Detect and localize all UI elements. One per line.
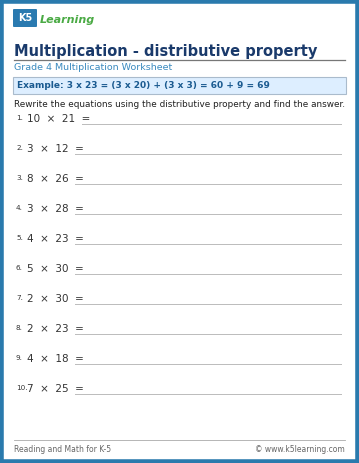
Text: 9.: 9. bbox=[16, 355, 23, 361]
Text: Reading and Math for K-5: Reading and Math for K-5 bbox=[14, 445, 111, 454]
Text: © www.k5learning.com: © www.k5learning.com bbox=[255, 445, 345, 454]
Text: Example: 3 x 23 = (3 x 20) + (3 x 3) = 60 + 9 = 69: Example: 3 x 23 = (3 x 20) + (3 x 3) = 6… bbox=[17, 81, 270, 90]
Text: 6.: 6. bbox=[16, 265, 23, 271]
Text: 3  ×  28  =: 3 × 28 = bbox=[27, 204, 84, 214]
Text: 4  ×  23  =: 4 × 23 = bbox=[27, 234, 84, 244]
Text: 10.: 10. bbox=[16, 385, 28, 391]
Text: 3  ×  12  =: 3 × 12 = bbox=[27, 144, 84, 154]
Text: 7.: 7. bbox=[16, 295, 23, 301]
Text: 7  ×  25  =: 7 × 25 = bbox=[27, 384, 84, 394]
FancyBboxPatch shape bbox=[13, 77, 346, 94]
Text: Multiplication - distributive property: Multiplication - distributive property bbox=[14, 44, 317, 59]
Text: K5: K5 bbox=[18, 13, 32, 23]
Text: 2  ×  23  =: 2 × 23 = bbox=[27, 324, 84, 334]
Text: 5.: 5. bbox=[16, 235, 23, 241]
Text: 2  ×  30  =: 2 × 30 = bbox=[27, 294, 84, 304]
Text: 8.: 8. bbox=[16, 325, 23, 331]
Text: Grade 4 Multiplication Worksheet: Grade 4 Multiplication Worksheet bbox=[14, 63, 172, 72]
Text: 2.: 2. bbox=[16, 145, 23, 151]
Text: 4  ×  18  =: 4 × 18 = bbox=[27, 354, 84, 364]
Text: 4.: 4. bbox=[16, 205, 23, 211]
Text: 5  ×  30  =: 5 × 30 = bbox=[27, 264, 84, 274]
Text: Learning: Learning bbox=[40, 15, 95, 25]
Text: 3.: 3. bbox=[16, 175, 23, 181]
Text: 8  ×  26  =: 8 × 26 = bbox=[27, 174, 84, 184]
FancyBboxPatch shape bbox=[13, 9, 37, 27]
Text: 10  ×  21  =: 10 × 21 = bbox=[27, 114, 90, 124]
Text: 1.: 1. bbox=[16, 115, 23, 121]
Text: Rewrite the equations using the distributive property and find the answer.: Rewrite the equations using the distribu… bbox=[14, 100, 345, 109]
